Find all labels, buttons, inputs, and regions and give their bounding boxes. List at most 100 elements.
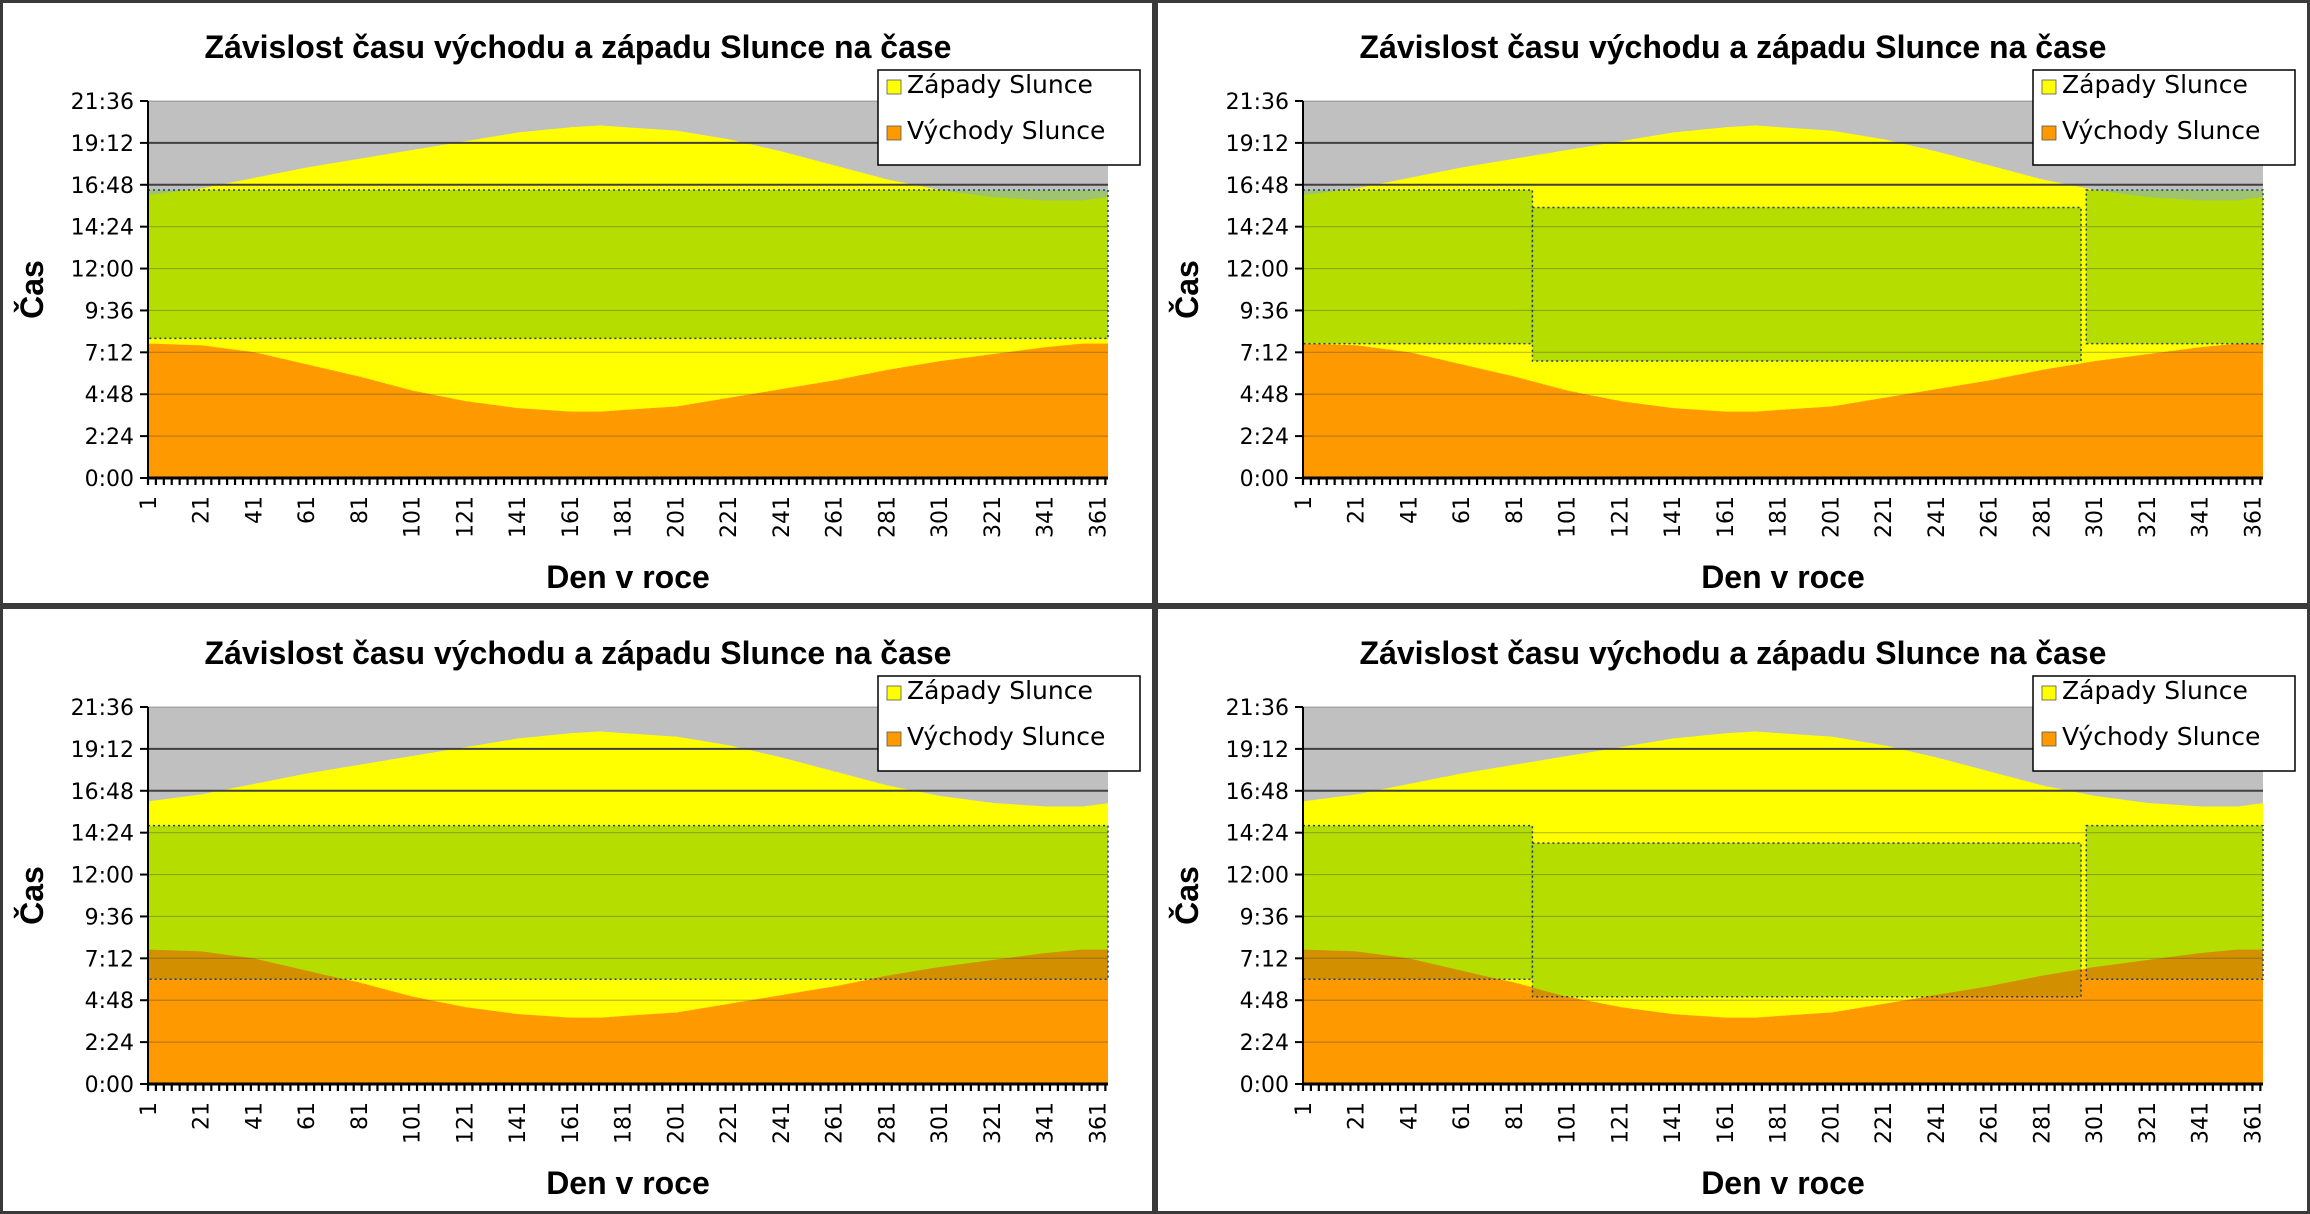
y-tick-label: 4:48	[1240, 989, 1289, 1014]
x-tick-label: 61	[1450, 496, 1475, 524]
x-tick-label: 21	[190, 496, 215, 524]
x-tick-label: 41	[1397, 496, 1422, 524]
y-axis-title: Čas	[1169, 866, 1205, 925]
x-tick-label: 341	[2189, 496, 2214, 538]
x-tick-label: 181	[1767, 496, 1792, 538]
legend-swatch	[2041, 731, 2057, 747]
x-tick-label: 81	[348, 1102, 373, 1130]
overlay-block	[2086, 190, 2263, 344]
x-tick-label: 161	[559, 496, 584, 538]
x-tick-label: 201	[1819, 496, 1844, 538]
y-tick-label: 16:48	[1226, 174, 1289, 199]
overlay-period-3	[2085, 824, 2264, 981]
y-tick-label: 14:24	[71, 822, 134, 847]
x-tick-label: 81	[348, 496, 373, 524]
x-tick-label: 141	[506, 1102, 531, 1144]
x-tick-label: 321	[2136, 1102, 2161, 1144]
y-axis-title: Čas	[14, 260, 50, 319]
y-tick-label: 16:48	[1226, 780, 1289, 805]
y-tick-label: 2:24	[1240, 1031, 1289, 1056]
y-tick-label: 14:24	[1226, 216, 1289, 241]
overlay-dark-part	[2086, 949, 2263, 980]
y-tick-label: 21:36	[1226, 90, 1289, 115]
overlay-period-1	[147, 189, 1109, 340]
chart-title: Závislost času východu a západu Slunce n…	[1360, 29, 2107, 65]
y-tick-label: 19:12	[71, 132, 134, 157]
y-tick-label: 16:48	[71, 174, 134, 199]
x-tick-label: 161	[1714, 496, 1739, 538]
overlay-night-part	[148, 190, 1108, 201]
x-tick-label: 281	[2030, 1102, 2055, 1144]
y-tick-label: 21:36	[71, 696, 134, 721]
x-tick-label: 61	[1450, 1102, 1475, 1130]
x-tick-label: 241	[770, 496, 795, 538]
y-tick-label: 19:12	[1226, 738, 1289, 763]
overlay-period-2	[1531, 842, 2082, 998]
sun-chart-3: Závislost času východu a západu Slunce n…	[14, 635, 1141, 1201]
x-tick-label: 181	[1767, 1102, 1792, 1144]
legend-swatch	[886, 685, 902, 701]
chart-title: Závislost času východu a západu Slunce n…	[205, 635, 952, 671]
x-tick-label: 1	[137, 496, 162, 510]
y-tick-label: 12:00	[71, 864, 134, 889]
x-tick-label: 121	[453, 496, 478, 538]
y-tick-label: 14:24	[71, 216, 134, 241]
x-tick-label: 341	[2189, 1102, 2214, 1144]
x-axis-title: Den v roce	[546, 1165, 710, 1201]
overlay-period-1	[147, 824, 1109, 981]
y-tick-label: 0:00	[1240, 1073, 1289, 1098]
x-tick-label: 261	[823, 496, 848, 538]
x-tick-label: 321	[2136, 496, 2161, 538]
y-tick-label: 21:36	[71, 90, 134, 115]
x-tick-label: 21	[190, 1102, 215, 1130]
legend-swatch	[886, 79, 902, 95]
y-tick-label: 4:48	[1240, 383, 1289, 408]
y-tick-label: 7:12	[1240, 341, 1289, 366]
x-tick-label: 41	[242, 496, 267, 524]
x-tick-label: 301	[2083, 496, 2108, 538]
x-tick-label: 21	[1345, 1102, 1370, 1130]
x-tick-label: 221	[1872, 496, 1897, 538]
y-tick-label: 9:36	[85, 905, 134, 930]
y-axis-title: Čas	[1169, 260, 1205, 319]
x-tick-label: 201	[664, 496, 689, 538]
x-tick-label: 21	[1345, 496, 1370, 524]
legend: Západy Slunce Východy Slunce	[877, 675, 1141, 772]
y-tick-label: 12:00	[71, 258, 134, 283]
x-tick-label: 301	[2083, 1102, 2108, 1144]
overlay-outline	[1531, 206, 2082, 362]
y-tick-label: 0:00	[85, 467, 134, 492]
x-tick-label: 101	[401, 1102, 426, 1144]
y-tick-label: 0:00	[1240, 467, 1289, 492]
x-tick-label: 41	[1397, 1102, 1422, 1130]
x-tick-label: 281	[875, 496, 900, 538]
x-tick-label: 1	[1292, 496, 1317, 510]
y-tick-label: 12:00	[1226, 864, 1289, 889]
overlay-period-1	[1302, 824, 1534, 981]
x-tick-label: 81	[1503, 496, 1528, 524]
x-tick-label: 361	[2241, 496, 2266, 538]
x-tick-label: 241	[770, 1102, 795, 1144]
x-tick-label: 1	[1292, 1102, 1317, 1116]
x-tick-label: 181	[612, 496, 637, 538]
legend-label: Východy Slunce	[907, 116, 1105, 145]
x-tick-label: 241	[1925, 496, 1950, 538]
x-tick-label: 261	[1978, 1102, 2003, 1144]
x-tick-label: 161	[559, 1102, 584, 1144]
chart-title: Závislost času východu a západu Slunce n…	[1360, 635, 2107, 671]
overlay-block	[1532, 207, 2082, 362]
legend-label: Západy Slunce	[907, 70, 1093, 99]
legend-label: Východy Slunce	[2062, 722, 2260, 751]
x-tick-label: 161	[1714, 1102, 1739, 1144]
x-tick-label: 61	[295, 496, 320, 524]
sunrise-area-series	[148, 949, 1108, 1084]
x-axis-title: Den v roce	[546, 559, 710, 595]
x-tick-label: 221	[717, 496, 742, 538]
x-tick-label: 281	[2030, 496, 2055, 538]
chart-panel-top-right: Závislost času východu a západu Slunce n…	[1155, 0, 2310, 606]
x-tick-label: 301	[928, 496, 953, 538]
x-axis-title: Den v roce	[1701, 559, 1865, 595]
x-tick-label: 281	[875, 1102, 900, 1144]
x-tick-label: 321	[981, 496, 1006, 538]
y-tick-label: 4:48	[85, 989, 134, 1014]
